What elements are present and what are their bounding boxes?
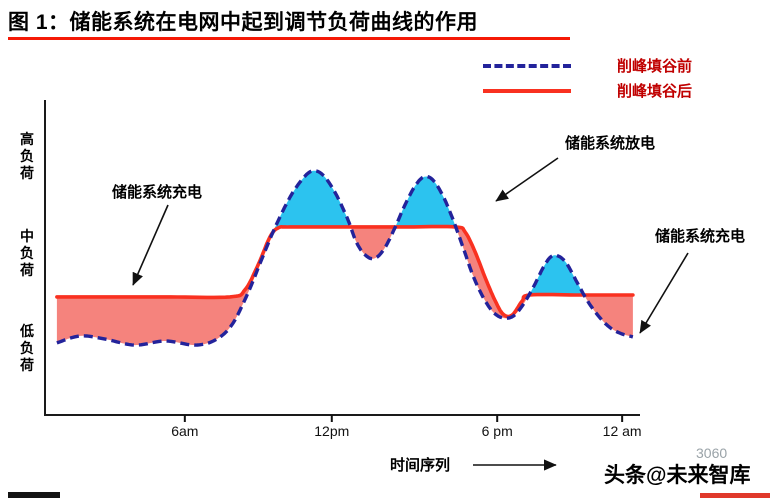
solid-line-swatch — [483, 88, 571, 93]
y-axis-label: 高负荷 — [19, 131, 35, 183]
cropped-content-artifact-left — [8, 492, 60, 498]
legend-label-after: 削峰填谷后 — [617, 83, 693, 100]
legend-label-before: 削峰填谷前 — [617, 58, 693, 75]
legend-item-after: 削峰填谷后 — [483, 78, 692, 103]
charge-right-arrow — [639, 252, 689, 334]
y-axis-label: 中负荷 — [19, 228, 35, 280]
after-curve — [55, 224, 635, 319]
legend: 削峰填谷前 削峰填谷后 — [483, 53, 692, 103]
discharge-fill-region — [395, 176, 456, 227]
x-tick-label: 6 pm — [481, 423, 513, 439]
before-curve — [56, 169, 634, 347]
legend-item-before: 削峰填谷前 — [483, 53, 692, 78]
charge-left-arrow — [132, 204, 169, 286]
charge-fill-region — [56, 232, 274, 346]
x-axis-title: 时间序列 — [390, 457, 451, 474]
discharge-arrow — [495, 157, 559, 202]
watermark-shadow-text: 3060 — [696, 445, 728, 461]
axes — [44, 100, 640, 416]
annotation-charge-right: 储能系统充电 — [655, 228, 746, 245]
x-tick-label: 12 am — [602, 423, 642, 439]
discharge-fill-region — [529, 255, 584, 296]
figure-title: 图 1：储能系统在电网中起到调节负荷曲线的作用 — [8, 11, 479, 34]
cropped-content-artifact-right — [700, 493, 770, 498]
x-tick-label: 12pm — [314, 423, 350, 439]
charge-fill-region — [350, 226, 396, 259]
series-layer — [55, 169, 635, 347]
watermark: 头条@未来智库 — [604, 464, 751, 487]
discharge-fill-region — [273, 170, 351, 233]
title-underline — [8, 37, 570, 40]
annotation-discharge: 储能系统放电 — [565, 135, 656, 152]
annotation-charge-left: 储能系统充电 — [112, 184, 203, 201]
dashed-line-swatch — [483, 63, 571, 68]
charge-fill-region — [584, 295, 633, 337]
y-axis-label: 低负荷 — [19, 323, 35, 375]
x-tick-label: 6am — [171, 423, 199, 439]
